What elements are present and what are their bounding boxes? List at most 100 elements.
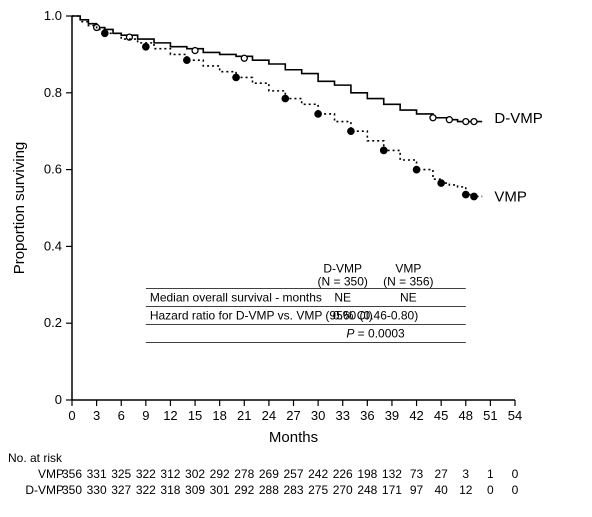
table-header-arm2-n: (N = 356) <box>383 275 433 289</box>
risk-value: 331 <box>87 467 107 481</box>
x-tick-label: 0 <box>68 408 75 423</box>
risk-value: 12 <box>459 483 473 497</box>
x-tick-label: 36 <box>360 408 374 423</box>
risk-value: 325 <box>111 467 131 481</box>
series-VMP <box>72 16 482 196</box>
x-tick-label: 39 <box>385 408 399 423</box>
table-pvalue: P = 0.0003 <box>346 327 405 341</box>
risk-value: 356 <box>62 467 82 481</box>
risk-value: 198 <box>357 467 377 481</box>
x-tick-label: 9 <box>142 408 149 423</box>
y-tick-label: 1.0 <box>44 8 62 23</box>
risk-value: 269 <box>259 467 279 481</box>
risk-value: 132 <box>382 467 402 481</box>
risk-value: 350 <box>62 483 82 497</box>
censor-D-VMP <box>463 119 469 125</box>
y-tick-label: 0 <box>55 392 62 407</box>
risk-value: 330 <box>87 483 107 497</box>
risk-value: 283 <box>283 483 303 497</box>
risk-value: 302 <box>185 467 205 481</box>
x-tick-label: 6 <box>118 408 125 423</box>
censor-VMP <box>233 74 239 80</box>
y-tick-label: 0.8 <box>44 85 62 100</box>
risk-value: 0 <box>512 483 519 497</box>
risk-row-label: D-VMP <box>25 483 64 497</box>
x-tick-label: 27 <box>286 408 300 423</box>
censor-VMP <box>381 147 387 153</box>
risk-value: 322 <box>136 483 156 497</box>
x-tick-label: 18 <box>212 408 226 423</box>
censor-VMP <box>315 111 321 117</box>
risk-value: 292 <box>210 467 230 481</box>
table-header-arm1: D-VMP <box>323 262 362 276</box>
risk-value: 171 <box>382 483 402 497</box>
risk-value: 40 <box>434 483 448 497</box>
km-chart-svg: 00.20.40.60.81.0Proportion surviving0369… <box>0 0 592 517</box>
risk-value: 226 <box>333 467 353 481</box>
risk-value: 275 <box>308 483 328 497</box>
risk-value: 312 <box>160 467 180 481</box>
censor-D-VMP <box>241 55 247 61</box>
x-axis-label: Months <box>269 429 318 446</box>
x-tick-label: 45 <box>434 408 448 423</box>
risk-value: 242 <box>308 467 328 481</box>
censor-D-VMP <box>192 48 198 54</box>
risk-value: 3 <box>462 467 469 481</box>
censor-D-VMP <box>471 119 477 125</box>
x-tick-label: 54 <box>508 408 522 423</box>
risk-value: 288 <box>259 483 279 497</box>
risk-row-label: VMP <box>38 467 64 481</box>
series-label-VMP: VMP <box>494 188 527 205</box>
censor-VMP <box>348 128 354 134</box>
table-row1-label: Median overall survival - months <box>150 291 322 305</box>
risk-value: 301 <box>210 483 230 497</box>
table-row1-col1: NE <box>334 291 351 305</box>
risk-value: 309 <box>185 483 205 497</box>
km-figure: { "chart": { "type": "kaplan-meier", "ba… <box>0 0 592 517</box>
censor-D-VMP <box>430 115 436 121</box>
risk-value: 278 <box>234 467 254 481</box>
y-axis-label: Proportion surviving <box>11 142 28 275</box>
censor-VMP <box>184 57 190 63</box>
x-tick-label: 24 <box>262 408 276 423</box>
risk-value: 73 <box>410 467 424 481</box>
series-label-D-VMP: D-VMP <box>494 110 542 127</box>
x-tick-label: 15 <box>188 408 202 423</box>
x-tick-label: 42 <box>409 408 423 423</box>
series-D-VMP <box>72 16 482 122</box>
x-tick-label: 3 <box>93 408 100 423</box>
x-tick-label: 48 <box>459 408 473 423</box>
risk-value: 292 <box>234 483 254 497</box>
x-tick-label: 21 <box>237 408 251 423</box>
risk-value: 248 <box>357 483 377 497</box>
risk-value: 0 <box>512 467 519 481</box>
table-row1-col2: NE <box>400 291 417 305</box>
x-tick-label: 30 <box>311 408 325 423</box>
table-header-arm1-n: (N = 350) <box>318 275 368 289</box>
risk-title: No. at risk <box>8 451 63 465</box>
censor-VMP <box>438 180 444 186</box>
x-tick-label: 33 <box>335 408 349 423</box>
censor-VMP <box>143 44 149 50</box>
table-row2-span: 0.60 (0.46-0.80) <box>333 309 418 323</box>
censor-VMP <box>463 191 469 197</box>
censor-VMP <box>282 95 288 101</box>
risk-value: 318 <box>160 483 180 497</box>
censor-VMP <box>102 30 108 36</box>
censor-D-VMP <box>446 117 452 123</box>
risk-value: 27 <box>434 467 448 481</box>
y-tick-label: 0.2 <box>44 315 62 330</box>
risk-value: 0 <box>487 483 494 497</box>
risk-value: 270 <box>333 483 353 497</box>
table-header-arm2: VMP <box>395 262 421 276</box>
risk-value: 322 <box>136 467 156 481</box>
x-tick-label: 51 <box>483 408 497 423</box>
censor-VMP <box>413 166 419 172</box>
y-tick-label: 0.4 <box>44 238 62 253</box>
x-tick-label: 12 <box>163 408 177 423</box>
censor-VMP <box>471 193 477 199</box>
risk-value: 257 <box>283 467 303 481</box>
y-tick-label: 0.6 <box>44 162 62 177</box>
risk-value: 97 <box>410 483 424 497</box>
risk-value: 327 <box>111 483 131 497</box>
